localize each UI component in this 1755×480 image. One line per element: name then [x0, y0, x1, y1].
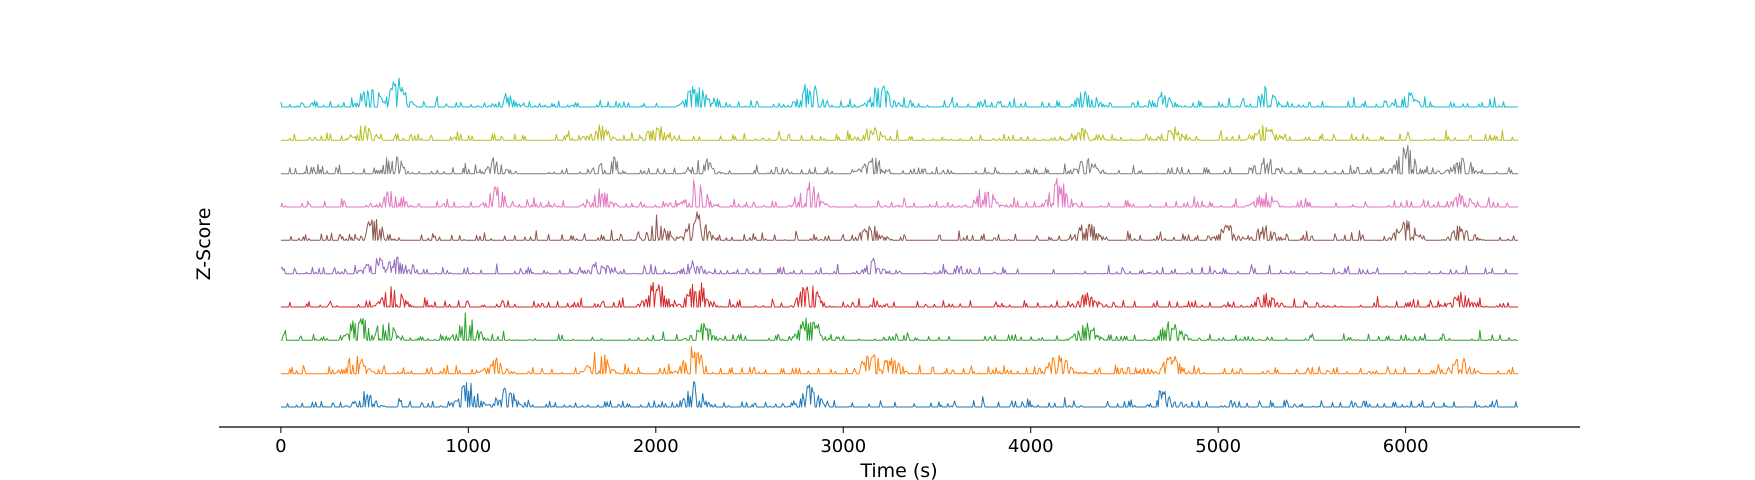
x-tick-label: 0: [275, 436, 286, 457]
trace-series-6: [280, 211, 1519, 241]
x-axis-ticks: 0 1000 2000 3000 4000 5000 6000: [275, 427, 1429, 457]
trace-series-3: [280, 312, 1519, 341]
x-tick-label: 4000: [1008, 436, 1054, 457]
trace-series-9: [280, 124, 1519, 141]
trace-series-4: [280, 282, 1519, 308]
trace-series-8: [280, 144, 1519, 175]
x-tick-label: 1000: [445, 436, 491, 457]
x-tick-label: 2000: [633, 436, 679, 457]
trace-series-5: [280, 256, 1519, 275]
x-tick-label: 5000: [1195, 436, 1241, 457]
x-axis-label: Time (s): [859, 460, 937, 480]
trace-series-10: [280, 77, 1519, 108]
x-tick-label: 3000: [820, 436, 866, 457]
trace-series-1: [280, 381, 1519, 408]
trace-series-group: [280, 77, 1519, 408]
trace-series-2: [280, 346, 1519, 375]
trace-series-7: [280, 177, 1519, 208]
y-axis-label: Z-Score: [193, 208, 215, 281]
x-tick-label: 6000: [1383, 436, 1429, 457]
